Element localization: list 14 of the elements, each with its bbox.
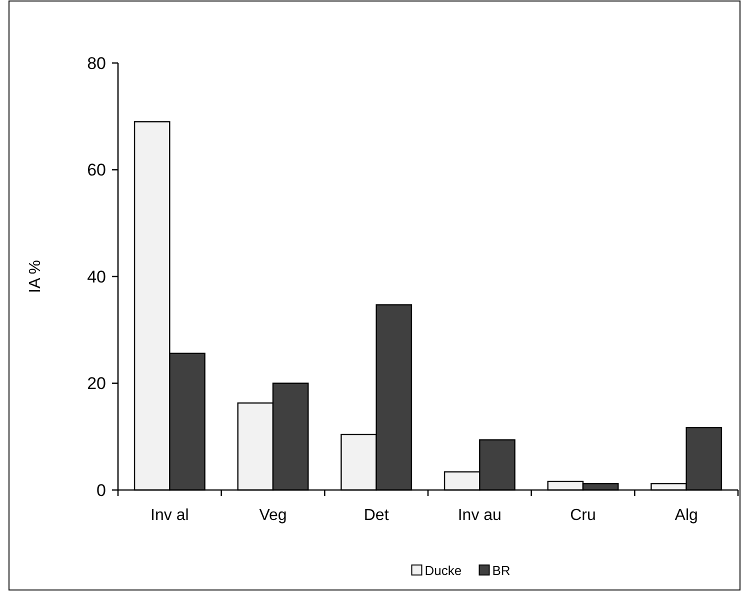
- legend-label: Ducke: [424, 563, 462, 578]
- y-tick-label: 20: [87, 374, 106, 394]
- y-tick-label: 80: [87, 54, 106, 73]
- y-tick-label: 60: [87, 160, 106, 180]
- x-tick-label: Cru: [570, 507, 596, 524]
- legend-label: BR: [492, 563, 510, 578]
- x-tick-label: Alg: [674, 507, 698, 524]
- y-tick-label: 0: [96, 480, 106, 500]
- y-axis-title: IA %: [27, 260, 44, 293]
- x-tick-label: Veg: [259, 507, 287, 524]
- x-tick-label: Inv al: [150, 507, 189, 524]
- x-tick-label: Det: [364, 507, 390, 524]
- y-tick-label: 40: [87, 267, 106, 286]
- x-tick-label: Inv au: [458, 507, 502, 524]
